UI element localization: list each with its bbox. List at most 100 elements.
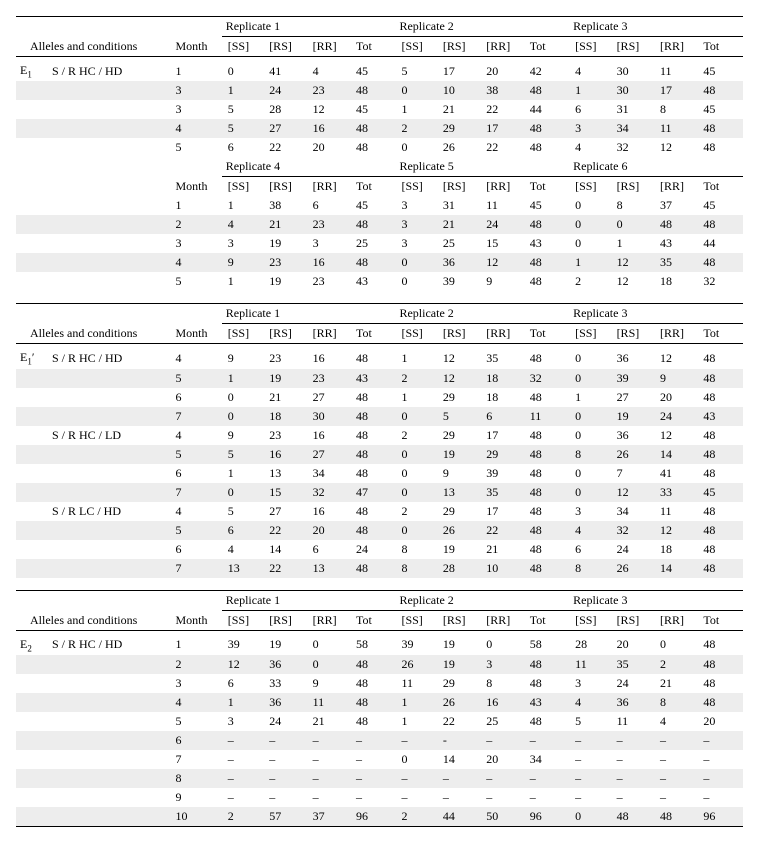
- col-header: Tot: [699, 610, 743, 630]
- value-cell: 39: [222, 635, 265, 655]
- value-cell: 4: [569, 693, 612, 712]
- table-row: 413611481261643436848: [16, 693, 743, 712]
- col-header: Tot: [352, 610, 395, 630]
- table-row: 5516274801929488261448: [16, 445, 743, 464]
- value-cell: 48: [352, 253, 395, 272]
- table-row: 6021274812918481272048: [16, 388, 743, 407]
- replicate-label: Replicate 3: [569, 17, 743, 37]
- value-cell: 30: [613, 81, 656, 100]
- value-cell: 48: [352, 559, 395, 578]
- value-cell: 0: [395, 483, 438, 502]
- value-cell: 24: [656, 407, 699, 426]
- value-cell: 11: [656, 61, 699, 81]
- table-row: 8––––––––––––: [16, 769, 743, 788]
- value-cell: 36: [613, 693, 656, 712]
- condition-label: S / R HC / HD: [48, 61, 171, 81]
- value-cell: 35: [656, 253, 699, 272]
- value-cell: 11: [656, 119, 699, 138]
- month-cell: 4: [171, 693, 221, 712]
- value-cell: –: [352, 788, 395, 807]
- value-cell: –: [222, 731, 265, 750]
- value-cell: 26: [439, 693, 482, 712]
- col-header: [RR]: [309, 610, 352, 630]
- value-cell: 1: [222, 196, 265, 215]
- month-cell: 5: [171, 369, 221, 388]
- value-cell: 20: [482, 61, 525, 81]
- value-cell: 19: [439, 655, 482, 674]
- value-cell: –: [265, 769, 308, 788]
- value-cell: 38: [265, 196, 308, 215]
- value-cell: 19: [265, 369, 308, 388]
- value-cell: 48: [699, 138, 743, 157]
- value-cell: 2: [395, 119, 438, 138]
- month-cell: 6: [171, 464, 221, 483]
- value-cell: 8: [395, 559, 438, 578]
- value-cell: 0: [569, 807, 612, 827]
- value-cell: 48: [526, 138, 569, 157]
- value-cell: 38: [482, 81, 525, 100]
- value-cell: 19: [265, 272, 308, 291]
- value-cell: 9: [482, 272, 525, 291]
- value-cell: 21: [482, 540, 525, 559]
- value-cell: 45: [699, 61, 743, 81]
- col-header: [RR]: [656, 37, 699, 57]
- col-header: Tot: [699, 37, 743, 57]
- value-cell: 18: [482, 369, 525, 388]
- value-cell: 24: [482, 215, 525, 234]
- table-row: Replicate 1Replicate 2Replicate 3: [16, 17, 743, 37]
- value-cell: 39: [482, 464, 525, 483]
- col-header: [SS]: [395, 610, 438, 630]
- value-cell: 48: [526, 445, 569, 464]
- value-cell: 18: [265, 407, 308, 426]
- value-cell: 1: [222, 369, 265, 388]
- col-header: [SS]: [222, 37, 265, 57]
- month-cell: 3: [171, 234, 221, 253]
- value-cell: 48: [526, 464, 569, 483]
- value-cell: 22: [265, 138, 308, 157]
- month-cell: 5: [171, 138, 221, 157]
- col-header: [RS]: [613, 610, 656, 630]
- col-header: [RR]: [309, 177, 352, 197]
- value-cell: 17: [482, 119, 525, 138]
- month-cell: 4: [171, 348, 221, 368]
- col-header: Tot: [352, 37, 395, 57]
- value-cell: 45: [352, 61, 395, 81]
- value-cell: –: [656, 788, 699, 807]
- col-header: [SS]: [569, 610, 612, 630]
- value-cell: 48: [526, 712, 569, 731]
- value-cell: –: [482, 731, 525, 750]
- value-cell: 31: [613, 100, 656, 119]
- value-cell: 0: [309, 635, 352, 655]
- value-cell: 28: [265, 100, 308, 119]
- value-cell: 13: [439, 483, 482, 502]
- value-cell: 48: [699, 635, 743, 655]
- value-cell: 6: [222, 138, 265, 157]
- value-cell: 4: [569, 521, 612, 540]
- value-cell: 23: [265, 348, 308, 368]
- value-cell: –: [613, 788, 656, 807]
- value-cell: 23: [265, 253, 308, 272]
- value-cell: 29: [439, 426, 482, 445]
- month-cell: 7: [171, 483, 221, 502]
- month-header: Month: [171, 610, 221, 630]
- month-cell: 9: [171, 788, 221, 807]
- value-cell: 12: [439, 369, 482, 388]
- month-cell: 4: [171, 502, 221, 521]
- replicate-label: Replicate 4: [222, 157, 396, 177]
- value-cell: 0: [569, 369, 612, 388]
- value-cell: 37: [309, 807, 352, 827]
- value-cell: 48: [526, 348, 569, 368]
- value-cell: 1: [222, 81, 265, 100]
- value-cell: –: [526, 769, 569, 788]
- value-cell: 30: [309, 407, 352, 426]
- value-cell: 28: [439, 559, 482, 578]
- value-cell: 35: [482, 348, 525, 368]
- value-cell: 3: [482, 655, 525, 674]
- value-cell: 29: [439, 502, 482, 521]
- value-cell: 7: [613, 464, 656, 483]
- value-cell: 11: [613, 712, 656, 731]
- replicate-label: Replicate 1: [222, 590, 396, 610]
- value-cell: –: [569, 788, 612, 807]
- value-cell: 48: [699, 215, 743, 234]
- value-cell: 48: [699, 464, 743, 483]
